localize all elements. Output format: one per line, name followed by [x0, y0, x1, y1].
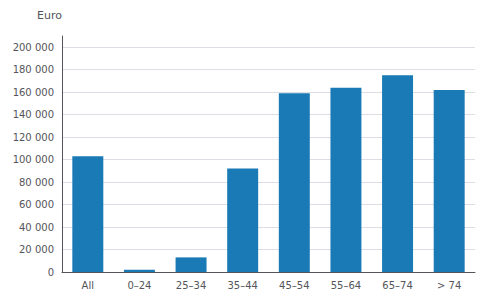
- svg-text:20 000: 20 000: [19, 244, 54, 255]
- svg-text:65–74: 65–74: [382, 280, 412, 291]
- svg-text:80 000: 80 000: [19, 177, 54, 188]
- svg-text:All: All: [82, 280, 94, 291]
- svg-text:160 000: 160 000: [13, 87, 54, 98]
- svg-text:140 000: 140 000: [13, 109, 54, 120]
- svg-text:Euro: Euro: [37, 9, 62, 22]
- svg-text:25–34: 25–34: [176, 280, 206, 291]
- svg-text:45–54: 45–54: [279, 280, 309, 291]
- svg-text:> 74: > 74: [437, 280, 461, 291]
- svg-text:200 000: 200 000: [13, 42, 54, 53]
- svg-text:0–24: 0–24: [127, 280, 151, 291]
- svg-text:60 000: 60 000: [19, 199, 54, 210]
- svg-text:120 000: 120 000: [13, 132, 54, 143]
- svg-text:35–44: 35–44: [227, 280, 257, 291]
- svg-text:55–64: 55–64: [331, 280, 361, 291]
- svg-text:100 000: 100 000: [13, 154, 54, 165]
- svg-text:180 000: 180 000: [13, 64, 54, 75]
- svg-text:40 000: 40 000: [19, 222, 54, 233]
- svg-text:0: 0: [48, 267, 54, 278]
